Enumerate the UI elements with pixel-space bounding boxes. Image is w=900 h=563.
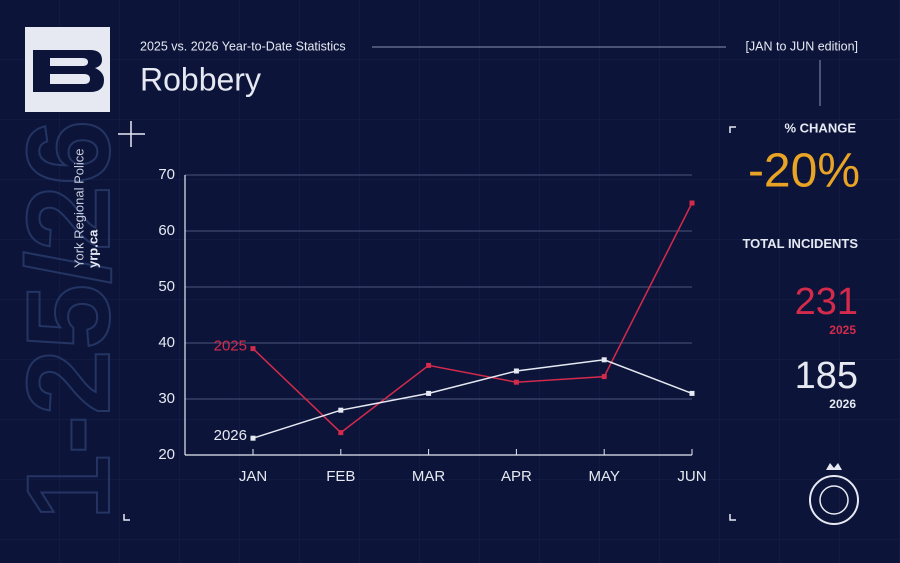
total-label-box: TOTAL INCIDENTS [742,236,858,251]
badge [809,475,859,525]
badge-inner [819,485,849,515]
point [338,430,344,436]
subtitle: 2025 vs. 2026 Year-to-Date Statistics [140,39,346,53]
series-line [252,359,693,439]
point [601,374,607,380]
x-tick-label: JUN [677,468,706,485]
series-line [252,202,693,434]
change-label: % CHANGE [784,120,856,135]
x-tick-label: MAY [588,468,619,485]
y-tick-label: 60 [158,222,175,239]
point [426,362,432,368]
total-label: TOTAL INCIDENTS [742,236,858,251]
point [513,368,519,374]
point [426,390,432,396]
point [250,346,256,352]
series-label: 2025 [214,338,247,355]
y-tick-label: 30 [158,390,175,407]
point [689,200,695,206]
x-tick-label: APR [501,468,532,485]
y-tick-label: 40 [158,334,175,351]
change-value: -20% [748,145,860,198]
y-tick-label: 70 [158,166,175,183]
y-tick-label: 20 [158,446,175,463]
brand-name: York Regional Police [71,149,86,268]
plot: 20 30 40 50 60 70 JAN FEB MAR APR MAY JUN 2025 2026 [158,166,706,485]
point [513,379,519,385]
badge-crown [826,463,842,470]
logo-letter [33,50,104,92]
chart-title: Robbery [140,61,261,97]
x-tick-label: FEB [326,468,355,485]
point [250,435,256,441]
total-2025-year: 2025 [829,323,856,337]
edition: [JAN to JUN edition] [745,39,858,53]
x-tick-label: JAN [239,468,267,485]
total-2026-year: 2026 [829,397,856,411]
total-2025: 231 [795,281,858,323]
brand-url: yrp.ca [85,229,100,268]
edition-mark: 1-25/26 [3,120,135,520]
point [689,390,695,396]
frame-corners [118,121,736,521]
point [338,407,344,413]
x-tick-label: MAR [412,468,446,485]
series-label: 2026 [214,427,247,444]
point [601,357,607,363]
y-tick-label: 50 [158,278,175,295]
total-2026: 185 [795,355,858,397]
